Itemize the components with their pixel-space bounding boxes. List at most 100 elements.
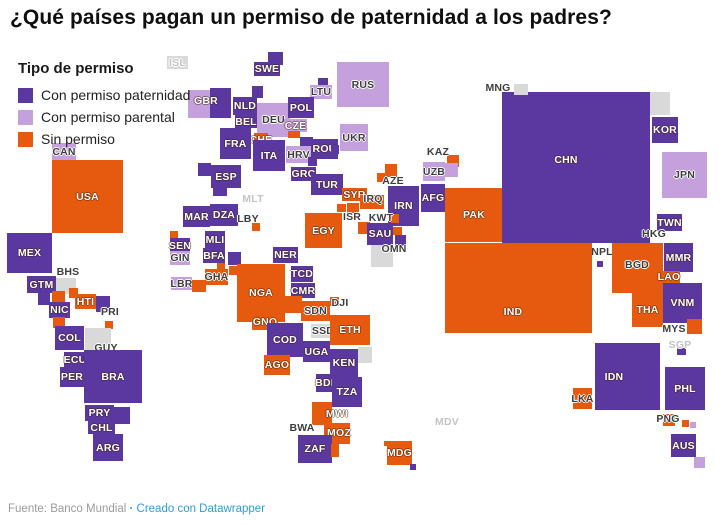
tile-rou[interactable]	[311, 139, 338, 159]
tile-caf[interactable]	[285, 296, 302, 313]
tile-ltu[interactable]	[310, 85, 332, 99]
tile-fin[interactable]	[268, 52, 283, 65]
tile-bel[interactable]	[235, 115, 257, 128]
tile-arg[interactable]	[93, 434, 123, 461]
tile-slb[interactable]	[690, 422, 696, 428]
tile-uga[interactable]	[303, 341, 330, 362]
tile-srb[interactable]	[308, 157, 317, 166]
tile-cze[interactable]	[284, 119, 307, 132]
tile-eth[interactable]	[330, 315, 370, 345]
tile-slv[interactable]	[38, 293, 50, 305]
tile-civ[interactable]	[192, 280, 206, 292]
tile-grc[interactable]	[291, 167, 316, 181]
tile-ken[interactable]	[330, 349, 358, 377]
tile-bgd[interactable]	[612, 243, 663, 293]
tile-mys[interactable]	[687, 319, 702, 334]
tile-cub[interactable]	[52, 291, 65, 305]
tile-twn[interactable]	[657, 214, 682, 231]
tile-gin[interactable]	[170, 251, 190, 265]
tile-sdn[interactable]	[301, 301, 330, 321]
tile-bdi[interactable]	[316, 374, 333, 392]
tile-per[interactable]	[60, 367, 84, 387]
tile-mda[interactable]	[331, 145, 339, 154]
tile-ukr[interactable]	[340, 124, 368, 151]
tile-sgp[interactable]	[677, 348, 686, 355]
datawrapper-credit-link[interactable]: Creado con Datawrapper	[136, 503, 266, 515]
tile-kor[interactable]	[652, 117, 678, 143]
tile-com[interactable]	[384, 441, 389, 446]
tile-cod[interactable]	[267, 323, 303, 357]
tile-bra[interactable]	[84, 350, 142, 403]
tile-afg[interactable]	[421, 184, 445, 212]
tile-ago[interactable]	[264, 355, 290, 375]
tile-omn[interactable]	[371, 245, 393, 267]
tile-sen[interactable]	[170, 238, 190, 253]
tile-png[interactable]	[663, 414, 675, 426]
tile-tza[interactable]	[332, 377, 362, 407]
tile-lao[interactable]	[658, 271, 680, 283]
tile-lka[interactable]	[573, 388, 592, 409]
tile-gbr[interactable]	[210, 88, 231, 118]
tile-col[interactable]	[55, 326, 84, 350]
tile-irq[interactable]	[360, 195, 384, 209]
tile-chl[interactable]	[88, 421, 115, 434]
tile-pry[interactable]	[85, 405, 114, 421]
tile-mdg[interactable]	[387, 441, 412, 465]
tile-hun[interactable]	[300, 137, 313, 148]
tile-jpn[interactable]	[662, 152, 707, 198]
tile-tur[interactable]	[311, 174, 343, 195]
tile-ecu[interactable]	[64, 352, 86, 367]
tile-ven[interactable]	[85, 328, 111, 350]
tile-tkm[interactable]	[445, 163, 458, 177]
tile-swz[interactable]	[331, 444, 339, 457]
tile-tun[interactable]	[213, 186, 227, 196]
tile-jam[interactable]	[69, 288, 78, 298]
tile-ssd[interactable]	[311, 324, 335, 338]
tile-tcd[interactable]	[291, 266, 313, 282]
tile-aze[interactable]	[385, 164, 397, 177]
tile-kwt[interactable]	[391, 214, 399, 223]
tile-nld[interactable]	[233, 97, 257, 115]
tile-sle[interactable]	[217, 263, 225, 272]
tile-hrv[interactable]	[286, 146, 311, 163]
tile-qat[interactable]	[393, 227, 402, 235]
tile-pan[interactable]	[53, 317, 65, 328]
tile-lby[interactable]	[252, 223, 260, 231]
tile-usa[interactable]	[52, 160, 123, 233]
tile-fji[interactable]	[682, 420, 689, 427]
tile-nga[interactable]	[237, 264, 285, 322]
tile-vnm[interactable]	[663, 283, 702, 323]
tile-isl[interactable]	[167, 56, 188, 69]
tile-mli[interactable]	[205, 231, 225, 248]
tile-mus[interactable]	[410, 464, 416, 470]
tile-ury[interactable]	[114, 407, 130, 424]
tile-est[interactable]	[318, 78, 328, 86]
tile-pri[interactable]	[105, 321, 113, 329]
tile-mrt[interactable]	[228, 252, 241, 265]
tile-esp[interactable]	[211, 165, 241, 188]
tile-bfa[interactable]	[203, 248, 225, 263]
tile-cmr[interactable]	[291, 283, 315, 298]
tile-ner[interactable]	[273, 247, 298, 263]
tile-chn[interactable]	[502, 92, 650, 243]
tile-gtm[interactable]	[27, 276, 56, 293]
tile-phl[interactable]	[665, 367, 705, 410]
tile-prk[interactable]	[650, 92, 670, 115]
tile-mmr[interactable]	[664, 243, 693, 272]
tile-mwi[interactable]	[312, 402, 332, 425]
tile-pol[interactable]	[288, 97, 314, 118]
tile-gha[interactable]	[205, 269, 228, 285]
tile-lbr[interactable]	[171, 277, 192, 290]
tile-mar[interactable]	[183, 206, 210, 227]
tile-dza[interactable]	[210, 204, 238, 226]
tile-idn[interactable]	[595, 343, 660, 410]
tile-rus[interactable]	[337, 62, 389, 107]
tile-nic[interactable]	[49, 302, 70, 318]
tile-dom[interactable]	[96, 296, 110, 312]
tile-aut[interactable]	[288, 131, 300, 138]
tile-npl[interactable]	[597, 261, 603, 267]
tile-ita[interactable]	[253, 140, 285, 171]
tile-ben[interactable]	[229, 266, 237, 275]
tile-geo[interactable]	[377, 173, 385, 182]
tile-ind[interactable]	[445, 243, 592, 333]
